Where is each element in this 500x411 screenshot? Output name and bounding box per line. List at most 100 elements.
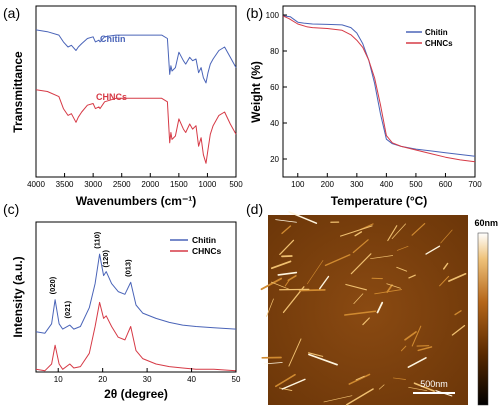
series-line-chncs — [35, 89, 237, 164]
fiber — [407, 357, 427, 368]
x-tick-label: 400 — [380, 180, 394, 189]
fiber — [370, 255, 394, 260]
y-axis-title: Weight (%) — [249, 61, 263, 123]
x-axis-title: Temperature (°C) — [331, 194, 428, 208]
legend-label-chitin: Chitin — [192, 235, 216, 245]
fiber — [411, 325, 422, 347]
panel-label-a: (a) — [3, 5, 20, 21]
x-tick-label: 2500 — [113, 180, 131, 189]
x-tick-label: 1000 — [199, 180, 217, 189]
peak-annotation: (013) — [124, 259, 133, 277]
series-label-chncs: CHNCs — [96, 92, 127, 102]
fiber — [376, 301, 384, 314]
fiber — [260, 277, 283, 291]
plot-frame — [35, 5, 237, 178]
panel-d-afm-image: 500nm 60nm — [260, 211, 498, 406]
fiber — [440, 229, 453, 244]
fiber — [396, 266, 408, 272]
x-tick-label: 3500 — [56, 180, 74, 189]
legend-label-chncs: CHNCs — [425, 39, 453, 48]
x-tick-label: 100 — [291, 180, 305, 189]
x-tick-label: 300 — [350, 180, 364, 189]
panel-c-xrd: 10 20 30 40 50 (020) (021) (110)(120) (013) Chi… — [11, 221, 241, 401]
y-tick-label: 100 — [266, 11, 280, 20]
legend-label-chitin: Chitin — [425, 28, 448, 37]
fiber — [339, 225, 373, 237]
fiber — [275, 219, 297, 223]
fiber — [454, 310, 462, 316]
fiber — [392, 377, 406, 380]
scale-bar-label: 500nm — [420, 379, 448, 389]
fiber — [308, 352, 324, 357]
fiber — [378, 384, 385, 390]
series-line-chncs — [282, 15, 476, 163]
nanocrystal-fibers — [260, 211, 467, 406]
fiber — [278, 387, 293, 392]
fiber — [287, 275, 297, 282]
x-axis-title: Wavenumbers (cm⁻¹) — [76, 194, 197, 208]
y-axis-title: Transmittance — [11, 51, 25, 133]
panel-b-tga: 100 200 300 400 500 600 700 20 40 60 80 100 Chitin… — [249, 5, 482, 208]
fiber — [386, 284, 393, 293]
fiber — [270, 260, 292, 270]
fiber — [350, 253, 372, 275]
fiber — [288, 211, 318, 224]
y-tick-label: 20 — [270, 155, 279, 164]
fiber — [298, 289, 326, 292]
series-line-chncs — [35, 301, 237, 372]
x-tick-label: 500 — [409, 180, 423, 189]
peak-annotation: (110) — [93, 231, 102, 249]
fiber — [408, 274, 416, 279]
x-tick-label: 500 — [229, 180, 243, 189]
x-tick-label: 20 — [98, 375, 107, 384]
x-tick-label: 3000 — [84, 180, 102, 189]
peak-annotation: (120) — [101, 250, 110, 268]
panel-a-ftir: 4000 3500 3000 2500 2000 1500 1000 500 Chitin C… — [11, 5, 243, 208]
fiber — [308, 353, 338, 366]
fiber — [439, 275, 450, 287]
peak-annotation: (020) — [48, 276, 57, 294]
fiber — [306, 260, 324, 285]
fiber — [391, 223, 406, 239]
x-tick-label: 10 — [54, 375, 63, 384]
fiber — [323, 395, 353, 403]
fiber — [354, 231, 363, 237]
afm-height-map — [268, 215, 468, 405]
x-tick-label: 4000 — [27, 180, 45, 189]
peak-annotation: (021) — [63, 300, 72, 318]
fiber — [277, 271, 298, 276]
fiber — [400, 345, 407, 352]
height-colorbar — [477, 232, 489, 406]
fiber — [344, 310, 377, 316]
fiber — [411, 223, 426, 236]
x-tick-label: 30 — [143, 375, 152, 384]
fiber — [270, 281, 290, 290]
x-tick-label: 600 — [439, 180, 453, 189]
legend-label-chncs: CHNCs — [192, 246, 222, 256]
y-axis-title: Intensity (a.u.) — [11, 256, 25, 337]
fiber — [417, 346, 433, 352]
y-tick-label: 60 — [270, 83, 279, 92]
x-tick-label: 50 — [232, 375, 241, 384]
fiber — [442, 262, 449, 270]
fiber — [396, 245, 409, 251]
series-label-chitin: Chitin — [100, 34, 126, 44]
fiber — [387, 225, 398, 242]
fiber — [386, 283, 401, 289]
fiber — [266, 298, 274, 317]
fiber — [352, 239, 369, 254]
fiber — [279, 239, 295, 256]
y-tick-label: 80 — [270, 47, 279, 56]
fiber — [362, 317, 370, 326]
fiber — [408, 386, 428, 392]
legend: Chitin CHNCs — [406, 28, 453, 48]
fiber — [281, 378, 306, 390]
series-line-chitin — [35, 29, 237, 84]
colorbar-max-label: 60nm — [474, 218, 498, 228]
panel-label-c: (c) — [3, 201, 19, 217]
plot-frame — [35, 221, 237, 373]
fiber — [348, 373, 371, 385]
fiber — [413, 382, 436, 392]
